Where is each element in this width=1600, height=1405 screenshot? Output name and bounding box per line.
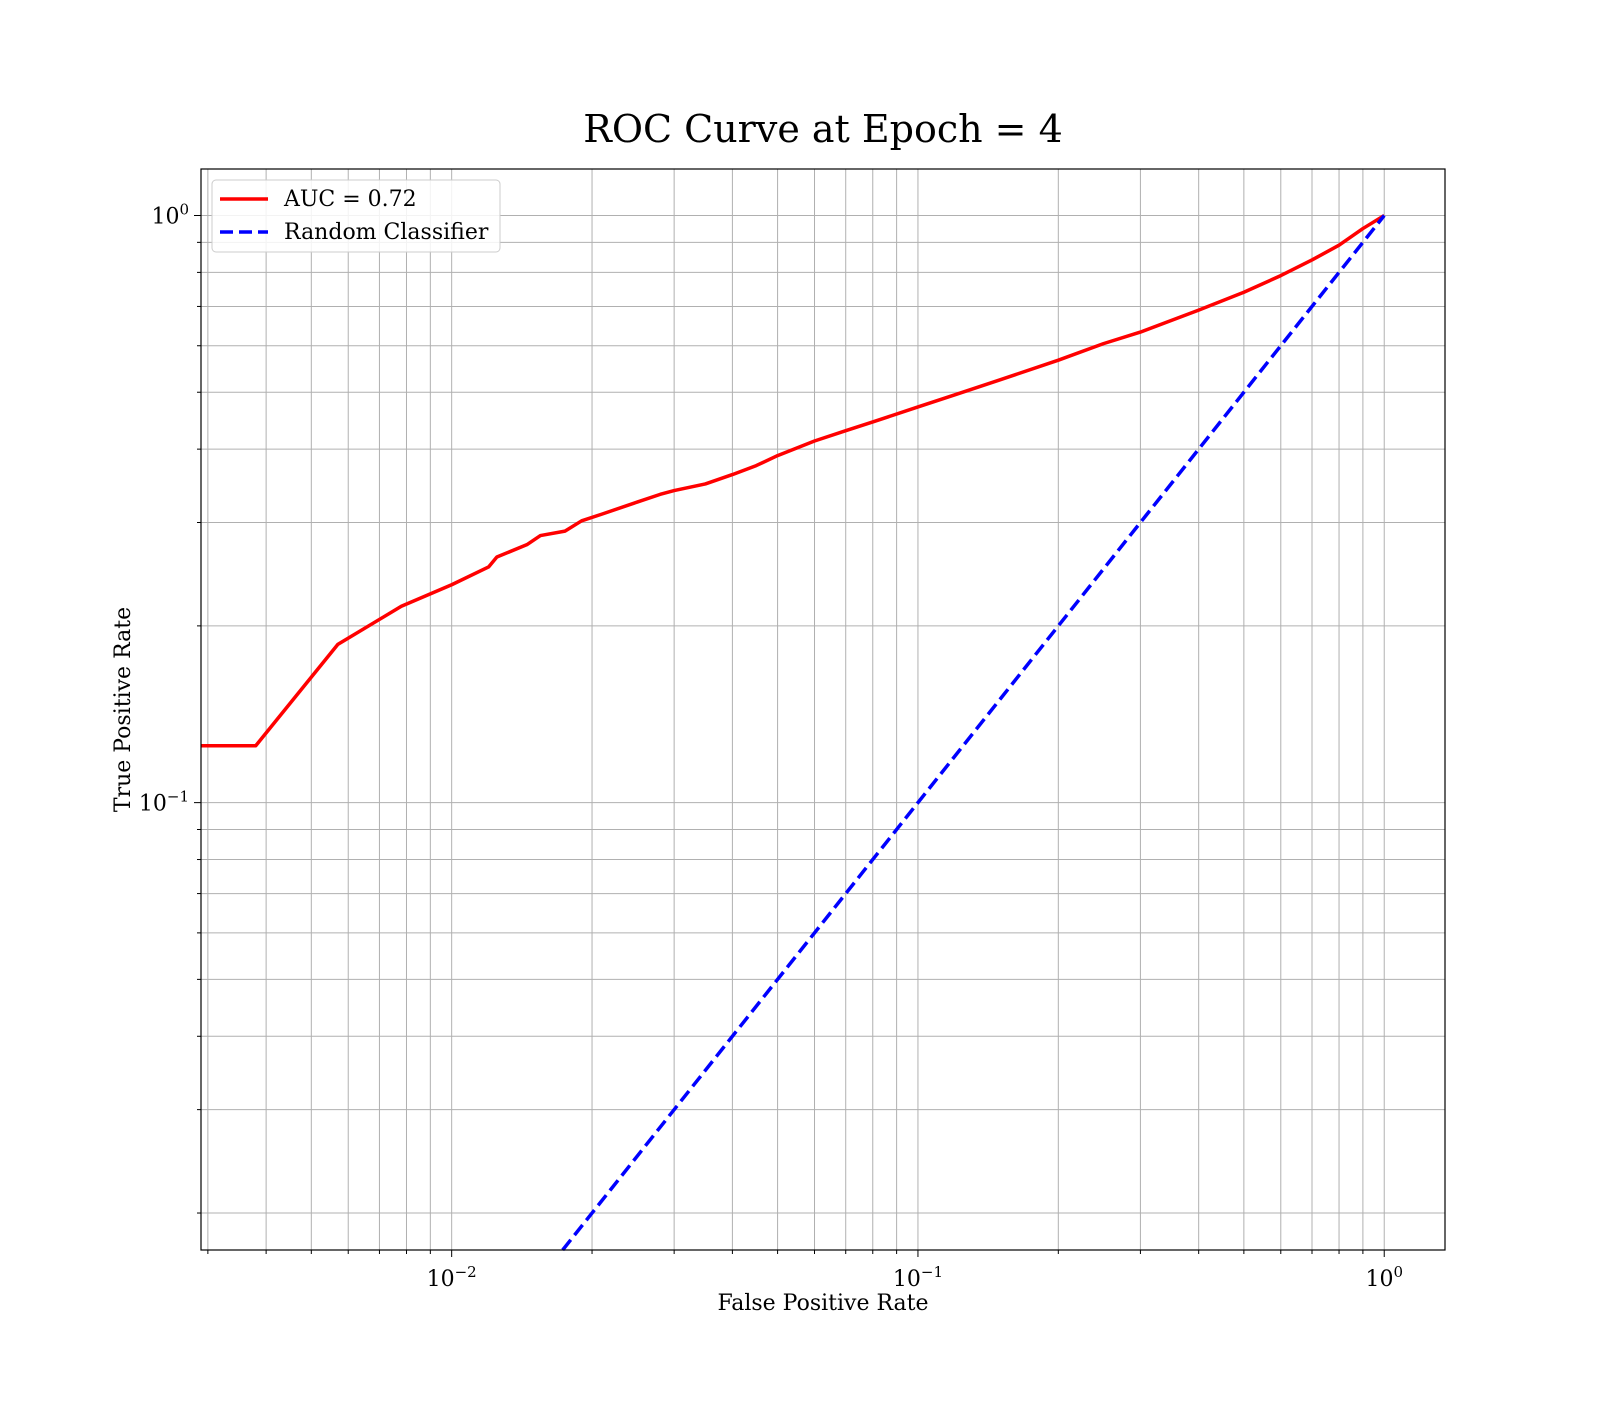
random-classifier-line (561, 214, 1386, 1252)
x-tick-label: 100 (1365, 1263, 1403, 1292)
chart-title: ROC Curve at Epoch = 4 (583, 107, 1063, 151)
legend-box (211, 179, 501, 253)
y-tick-label: 10−1 (139, 788, 189, 817)
x-tick-label: 10−2 (427, 1263, 477, 1292)
plot-frame (200, 168, 1446, 1251)
y-tick-label: 100 (151, 200, 189, 229)
legend-label-random-classifier: Random Classifier (284, 220, 489, 245)
x-tick-label: 10−1 (893, 1263, 943, 1292)
y-axis-label: True Positive Rate (111, 607, 136, 812)
axis-ticks: 10−2 10−1 100 10−1 100 (139, 200, 1403, 1292)
legend: AUC = 0.72 Random Classifier (211, 179, 501, 253)
x-axis-label: False Positive Rate (717, 1291, 928, 1316)
plot-lines (201, 213, 1386, 1252)
legend-label-auc: AUC = 0.72 (283, 187, 417, 212)
grid (201, 169, 1445, 1250)
roc-curve-line (201, 213, 1386, 748)
